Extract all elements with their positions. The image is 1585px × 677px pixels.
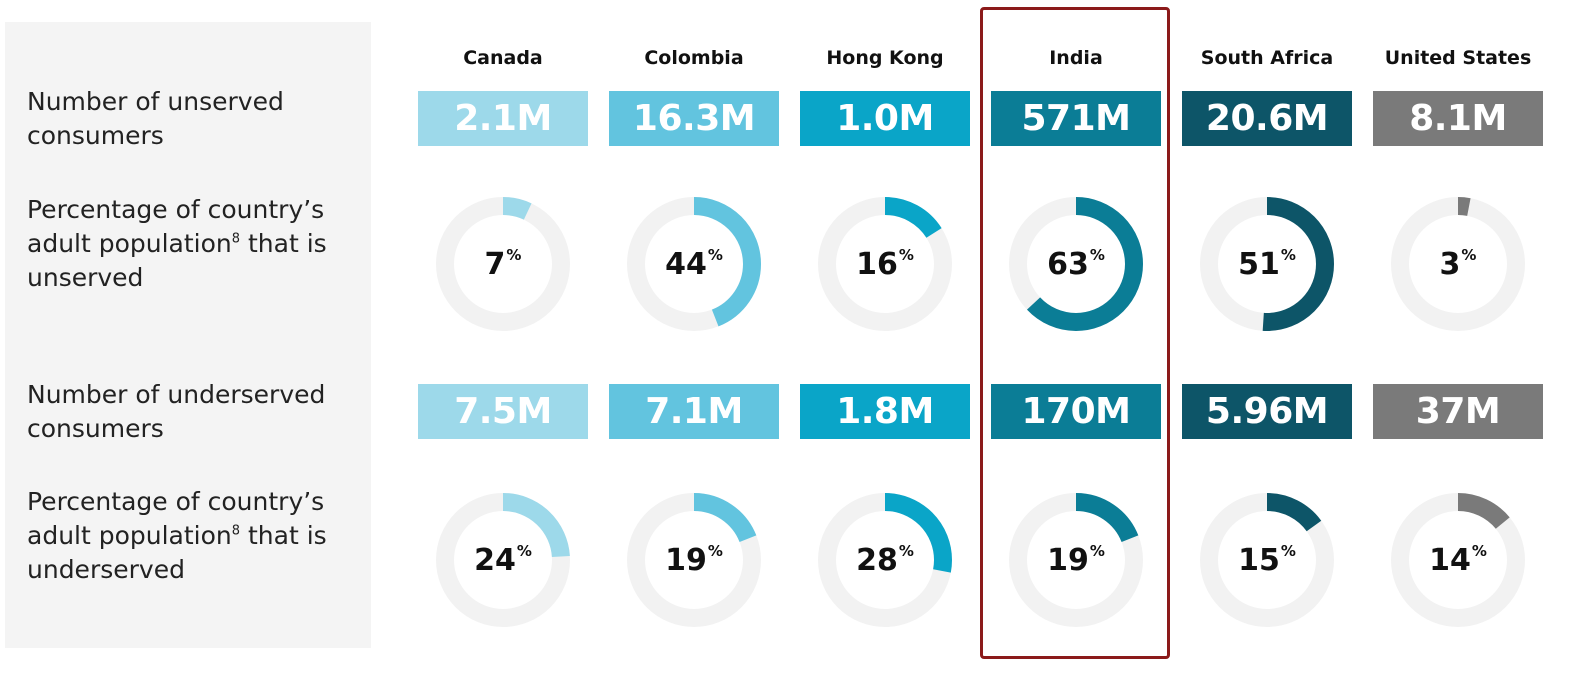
donut-pct-suffix: % [506, 246, 522, 264]
donut-value: 51 [1238, 246, 1280, 282]
underserved-pct-donut-canada: 24% [433, 490, 573, 630]
underserved-count-box-india: 170M [991, 384, 1161, 439]
donut-arc [436, 493, 570, 627]
unserved-count-box-hong-kong: 1.0M [800, 91, 970, 146]
donut-pct-suffix: % [707, 246, 723, 264]
donut-arc [1200, 197, 1334, 331]
row-label-panel [5, 22, 371, 648]
unserved-pct-donut-south-africa: 51% [1197, 194, 1337, 334]
donut-pct-suffix: % [1280, 542, 1296, 560]
donut-value: 3 [1439, 246, 1461, 282]
underserved-count-box-colombia: 7.1M [609, 384, 779, 439]
unserved-pct-donut-hong-kong: 16% [815, 194, 955, 334]
underserved-count-box-south-africa: 5.96M [1182, 384, 1352, 439]
country-header-canada: Canada [463, 47, 543, 69]
donut-value-label: 16% [815, 194, 955, 334]
donut-arc [436, 197, 570, 331]
row-label-underserved-count: Number of underserved consumers [27, 380, 326, 443]
underserved-pct-donut-colombia: 19% [624, 490, 764, 630]
donut-value-label: 15% [1197, 490, 1337, 630]
donut-value: 19 [665, 542, 707, 578]
donut-pct-suffix: % [1280, 246, 1296, 264]
donut-value-label: 28% [815, 490, 955, 630]
donut-value: 63 [1047, 246, 1089, 282]
donut-value-label: 14% [1388, 490, 1528, 630]
donut-arc [627, 493, 761, 627]
row-label-unserved-count: Number of unserved consumers [27, 87, 284, 150]
donut-arc [1391, 493, 1525, 627]
donut-value: 24 [474, 542, 516, 578]
unserved-count-box-south-africa: 20.6M [1182, 91, 1352, 146]
donut-value: 7 [484, 246, 506, 282]
row-label-underserved-pct: Percentage of country’s adult population… [27, 487, 327, 584]
country-header-colombia: Colombia [644, 47, 744, 69]
underserved-pct-donut-india: 19% [1006, 490, 1146, 630]
donut-arc [1200, 493, 1334, 627]
donut-arc [818, 493, 952, 627]
country-header-united-states: United States [1384, 47, 1532, 69]
unserved-pct-donut-united-states: 3% [1388, 194, 1528, 334]
donut-arc [1009, 197, 1143, 331]
donut-value-label: 19% [1006, 490, 1146, 630]
donut-pct-suffix: % [1089, 542, 1105, 560]
donut-value: 44 [665, 246, 707, 282]
country-header-south-africa: South Africa [1200, 47, 1334, 69]
highlight-frame [980, 7, 1170, 659]
donut-value: 16 [856, 246, 898, 282]
underserved-pct-donut-south-africa: 15% [1197, 490, 1337, 630]
donut-pct-suffix: % [898, 246, 914, 264]
donut-arc [1391, 197, 1525, 331]
underserved-count-box-united-states: 37M [1373, 384, 1543, 439]
unserved-count-box-canada: 2.1M [418, 91, 588, 146]
underserved-count-box-canada: 7.5M [418, 384, 588, 439]
donut-arc [818, 197, 952, 331]
country-header-india: India [1049, 47, 1103, 69]
donut-value: 28 [856, 542, 898, 578]
country-header-hong-kong: Hong Kong [826, 47, 944, 69]
donut-value: 14 [1429, 542, 1471, 578]
donut-value-label: 51% [1197, 194, 1337, 334]
unserved-count-box-united-states: 8.1M [1373, 91, 1543, 146]
row-label-unserved-pct: Percentage of country’s adult population… [27, 195, 327, 292]
donut-value-label: 3% [1388, 194, 1528, 334]
unserved-count-box-india: 571M [991, 91, 1161, 146]
donut-pct-suffix: % [1461, 246, 1477, 264]
underserved-pct-donut-hong-kong: 28% [815, 490, 955, 630]
unserved-count-box-colombia: 16.3M [609, 91, 779, 146]
unserved-pct-donut-canada: 7% [433, 194, 573, 334]
donut-value: 19 [1047, 542, 1089, 578]
donut-arc [1009, 493, 1143, 627]
donut-value-label: 7% [433, 194, 573, 334]
donut-pct-suffix: % [707, 542, 723, 560]
donut-value-label: 63% [1006, 194, 1146, 334]
donut-value-label: 44% [624, 194, 764, 334]
donut-pct-suffix: % [516, 542, 532, 560]
underserved-count-box-hong-kong: 1.8M [800, 384, 970, 439]
unserved-pct-donut-colombia: 44% [624, 194, 764, 334]
donut-pct-suffix: % [1471, 542, 1487, 560]
donut-value: 15 [1238, 542, 1280, 578]
donut-value-label: 19% [624, 490, 764, 630]
donut-pct-suffix: % [898, 542, 914, 560]
underserved-pct-donut-united-states: 14% [1388, 490, 1528, 630]
unserved-pct-donut-india: 63% [1006, 194, 1146, 334]
donut-value-label: 24% [433, 490, 573, 630]
donut-arc [627, 197, 761, 331]
donut-pct-suffix: % [1089, 246, 1105, 264]
